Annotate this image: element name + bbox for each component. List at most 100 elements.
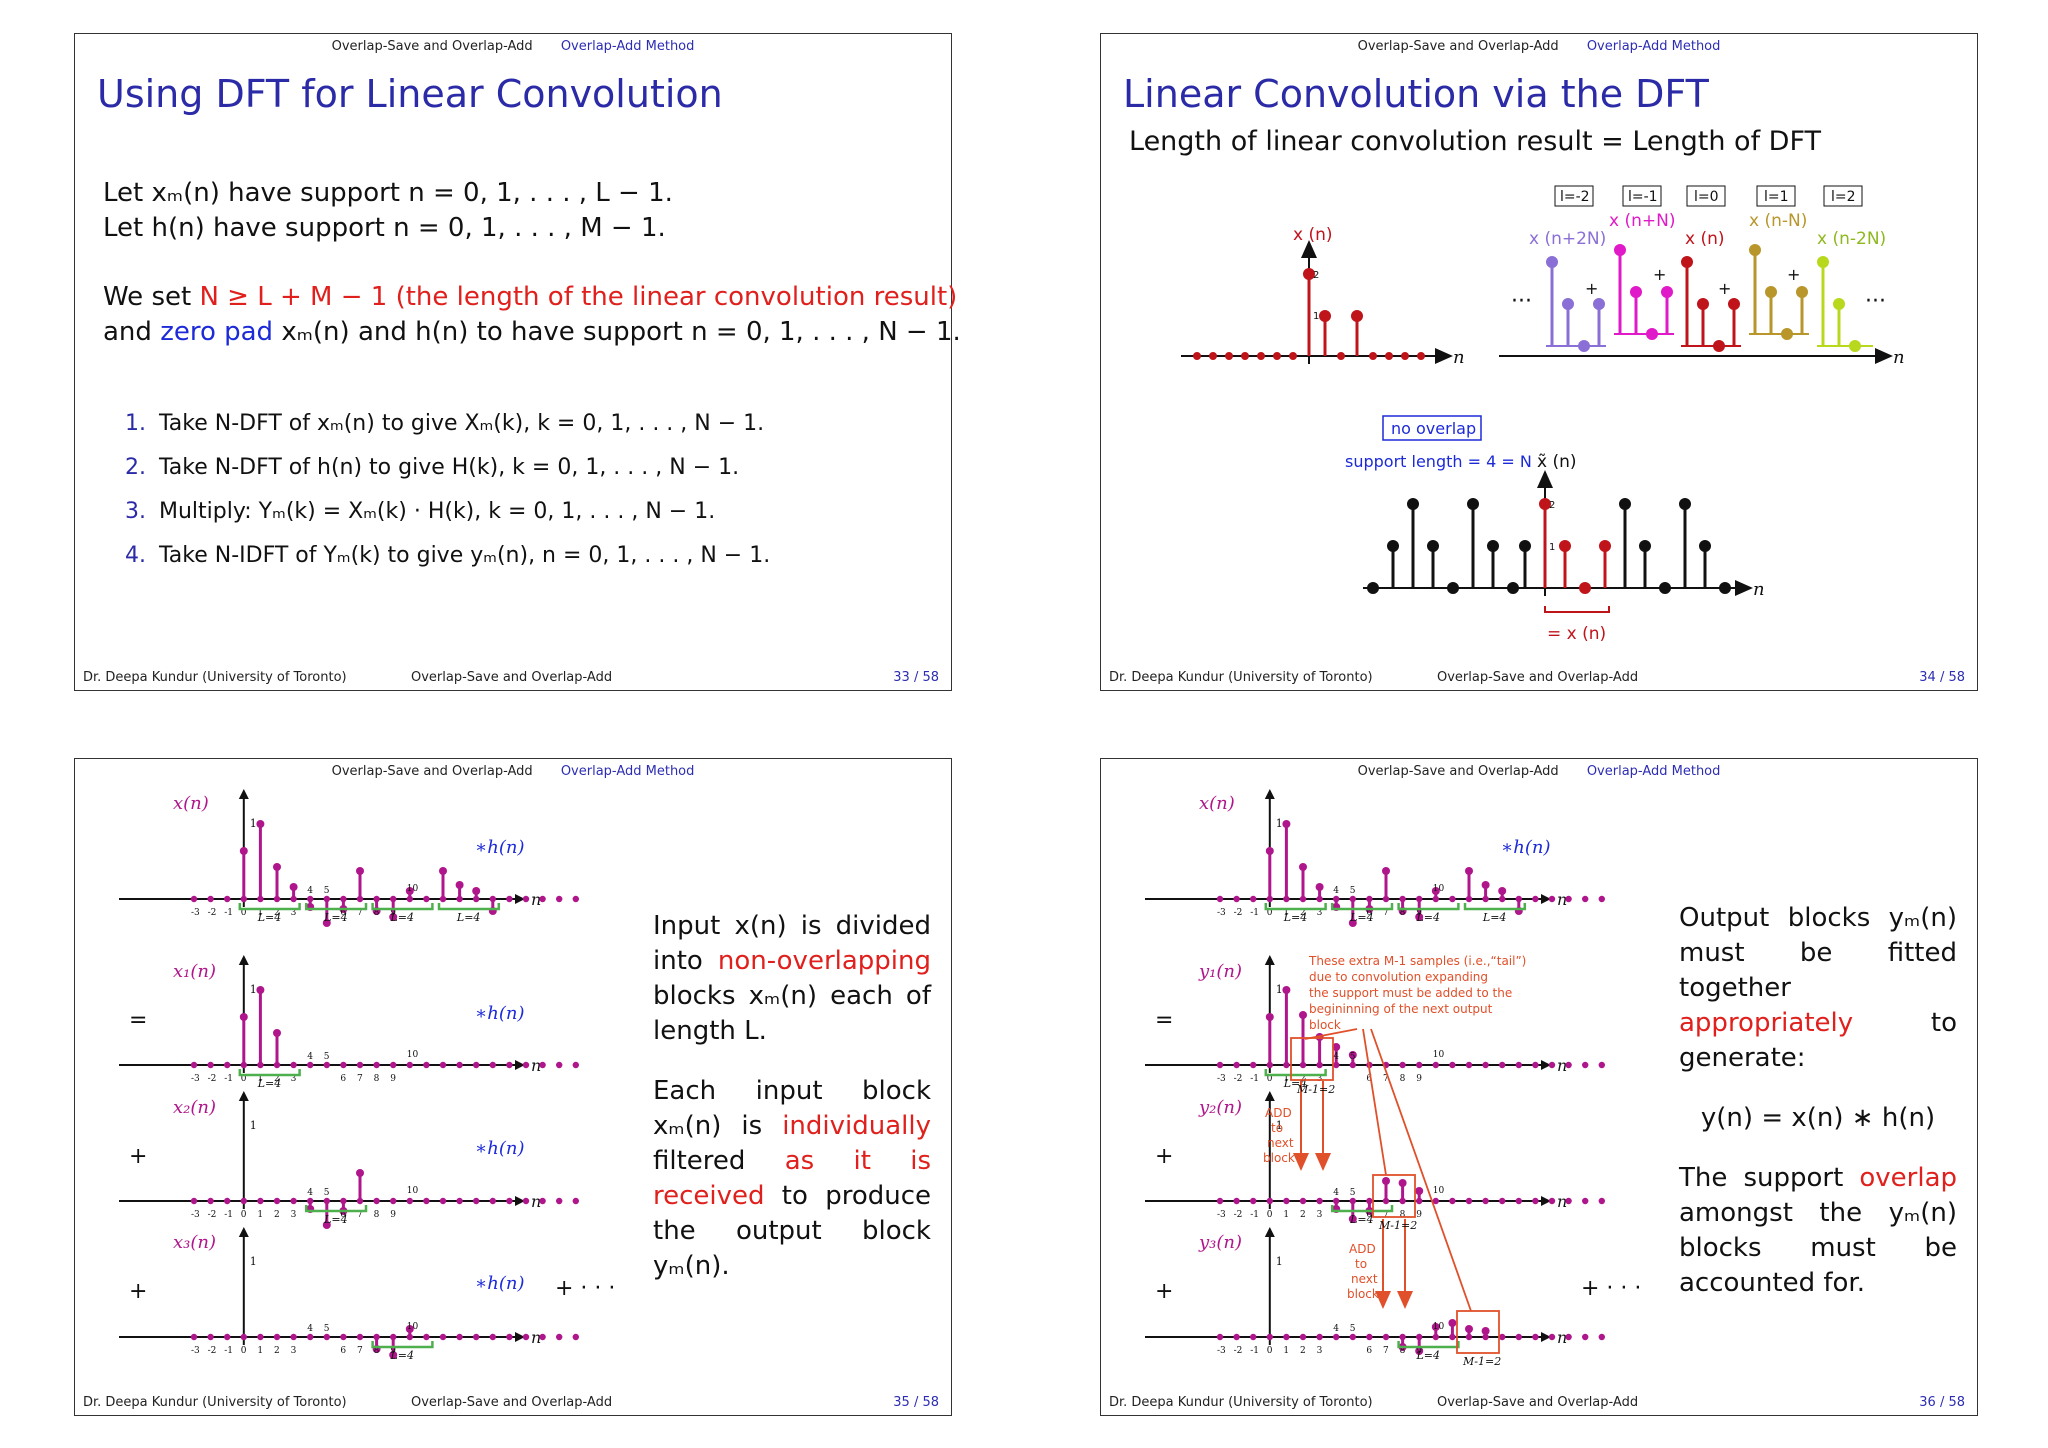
stem-head <box>1382 867 1390 875</box>
tick-label: 3 <box>1317 1210 1323 1220</box>
nav-section[interactable]: Overlap-Save and Overlap-Add <box>331 39 533 54</box>
tick-label: 9 <box>390 1346 396 1356</box>
tick-label: 7 <box>357 1074 363 1084</box>
zero-sample <box>1216 1061 1224 1069</box>
nav-section[interactable]: Overlap-Save and Overlap-Add <box>1357 764 1559 779</box>
unit-tick: 1 <box>250 1255 257 1268</box>
tick-label: 1 <box>1283 908 1289 918</box>
block-length-label: L=4 <box>323 1213 348 1226</box>
tick-label: 4 <box>1333 1052 1339 1062</box>
stem-head <box>1282 986 1291 994</box>
stem-head <box>1465 867 1473 875</box>
tick-label: -2 <box>1234 1346 1243 1356</box>
zero-sample <box>323 1061 330 1069</box>
zero-sample <box>1532 1061 1539 1069</box>
add-note-1: ADD to next block <box>1263 1106 1295 1165</box>
slide-nav: Overlap-Save and Overlap-Add Overlap-Add… <box>75 764 951 779</box>
step-item: 3. Multiply: Yₘ(k) = Xₘ(k) · H(k), k = 0,… <box>125 499 716 524</box>
block-bracket <box>1264 903 1327 911</box>
nav-subsection[interactable]: Overlap-Add Method <box>560 764 695 779</box>
nav-subsection[interactable]: Overlap-Add Method <box>1586 39 1721 54</box>
tick-label: 1 <box>257 1210 263 1220</box>
zero-sample <box>1233 1061 1240 1069</box>
zero-sample <box>1233 1333 1240 1341</box>
zero-sample <box>489 1333 496 1341</box>
tick-label: 4 <box>1333 886 1339 896</box>
zero-sample <box>1233 895 1240 903</box>
nav-subsection[interactable]: Overlap-Add Method <box>560 39 695 54</box>
overlap-highlights <box>1290 1028 1500 1354</box>
zero-sample <box>1283 1333 1290 1341</box>
support-statements: Let xₘ(n) have support n = 0, 1, . . . ,… <box>103 176 673 246</box>
tick-label: -3 <box>1217 1346 1226 1356</box>
svg-text:the support must be added to t: the support must be added to the <box>1309 986 1512 1000</box>
tick-label: 3 <box>291 908 297 918</box>
svg-text:∗h(n): ∗h(n) <box>475 1138 524 1159</box>
zero-sample <box>340 1061 347 1069</box>
x-label: x(n) <box>173 793 209 814</box>
zero-sample <box>190 1061 198 1069</box>
tick-label: 8 <box>1400 1346 1406 1356</box>
stem-head <box>1282 820 1291 828</box>
stem-head <box>322 919 331 927</box>
nav-subsection[interactable]: Overlap-Add Method <box>1586 764 1721 779</box>
tick-label: 10 <box>1433 1186 1445 1196</box>
zero-sample <box>323 1333 330 1341</box>
zero-sample <box>456 1061 463 1069</box>
zero-sample <box>1582 1061 1589 1069</box>
stem-head <box>1299 1011 1307 1019</box>
tick-label: 8 <box>1400 1210 1406 1220</box>
block-length-label: L=4 <box>257 1077 282 1090</box>
zero-sample <box>1515 1061 1522 1069</box>
tick-label: 9 <box>390 1074 396 1084</box>
zero-sample <box>1565 1333 1572 1341</box>
zero-samples <box>1193 352 1425 360</box>
tick-label: -3 <box>1217 1210 1226 1220</box>
svg-text:to: to <box>1355 1257 1367 1271</box>
signal-labels: x(n) x₁(n) x₂(n) x₃(n) <box>173 793 216 1253</box>
svg-text:due to convolution expanding: due to convolution expanding <box>1309 970 1488 984</box>
block-length-label: L=4 <box>1283 911 1308 924</box>
highlight-red: N ≥ L + M − 1 (the length of the linear … <box>199 282 958 312</box>
tick-label: -3 <box>191 1346 200 1356</box>
footer-author: Dr. Deepa Kundur (University of Toronto) <box>83 1395 347 1410</box>
tick-label: -2 <box>208 1074 217 1084</box>
tick-label: 3 <box>291 1210 297 1220</box>
nav-section[interactable]: Overlap-Save and Overlap-Add <box>331 764 533 779</box>
zero-sample <box>1216 895 1224 903</box>
stem-head <box>1481 1327 1490 1335</box>
tick-label: 2 <box>274 1210 280 1220</box>
stem-head <box>405 1325 414 1333</box>
slide-footer: Dr. Deepa Kundur (University of Toronto)… <box>1101 670 1977 686</box>
val-2: 2 <box>1549 500 1555 511</box>
zero-sample <box>473 1061 480 1069</box>
tick-label: 8 <box>374 1346 380 1356</box>
zero-sample <box>423 1333 430 1341</box>
equals-xn-label: = x (n) <box>1547 624 1606 644</box>
slide-footer: Dr. Deepa Kundur (University of Toronto)… <box>75 670 951 686</box>
zero-sample <box>1250 895 1257 903</box>
stem-head <box>1481 881 1490 889</box>
tick-label: 1 <box>1283 1074 1289 1084</box>
zero-sample <box>273 1333 281 1341</box>
stem-head <box>239 1013 248 1021</box>
axis-n: n <box>1557 1328 1567 1347</box>
page-number: 33 / 58 <box>893 670 939 685</box>
svg-text:x (n): x (n) <box>1685 229 1725 249</box>
zero-sample <box>489 1061 496 1069</box>
val-2: 2 <box>1313 270 1319 281</box>
tick-label: 5 <box>324 1188 330 1198</box>
support-length-label: support length = 4 = N <box>1345 452 1532 471</box>
svg-text:to: to <box>1271 1121 1283 1135</box>
zero-sample <box>1499 1333 1506 1341</box>
svg-text:+: + <box>1718 279 1731 298</box>
zero-sample <box>506 1061 513 1069</box>
nav-section[interactable]: Overlap-Save and Overlap-Add <box>1357 39 1559 54</box>
zero-sample <box>1333 1333 1340 1341</box>
slide-35: Overlap-Save and Overlap-Add Overlap-Add… <box>74 758 952 1416</box>
zero-sample <box>1515 1333 1522 1341</box>
slide-34: Overlap-Save and Overlap-Add Overlap-Add… <box>1100 33 1978 691</box>
tick-label: 8 <box>374 908 380 918</box>
block-bracket <box>238 903 301 911</box>
tick-label: 9 <box>1416 1346 1422 1356</box>
